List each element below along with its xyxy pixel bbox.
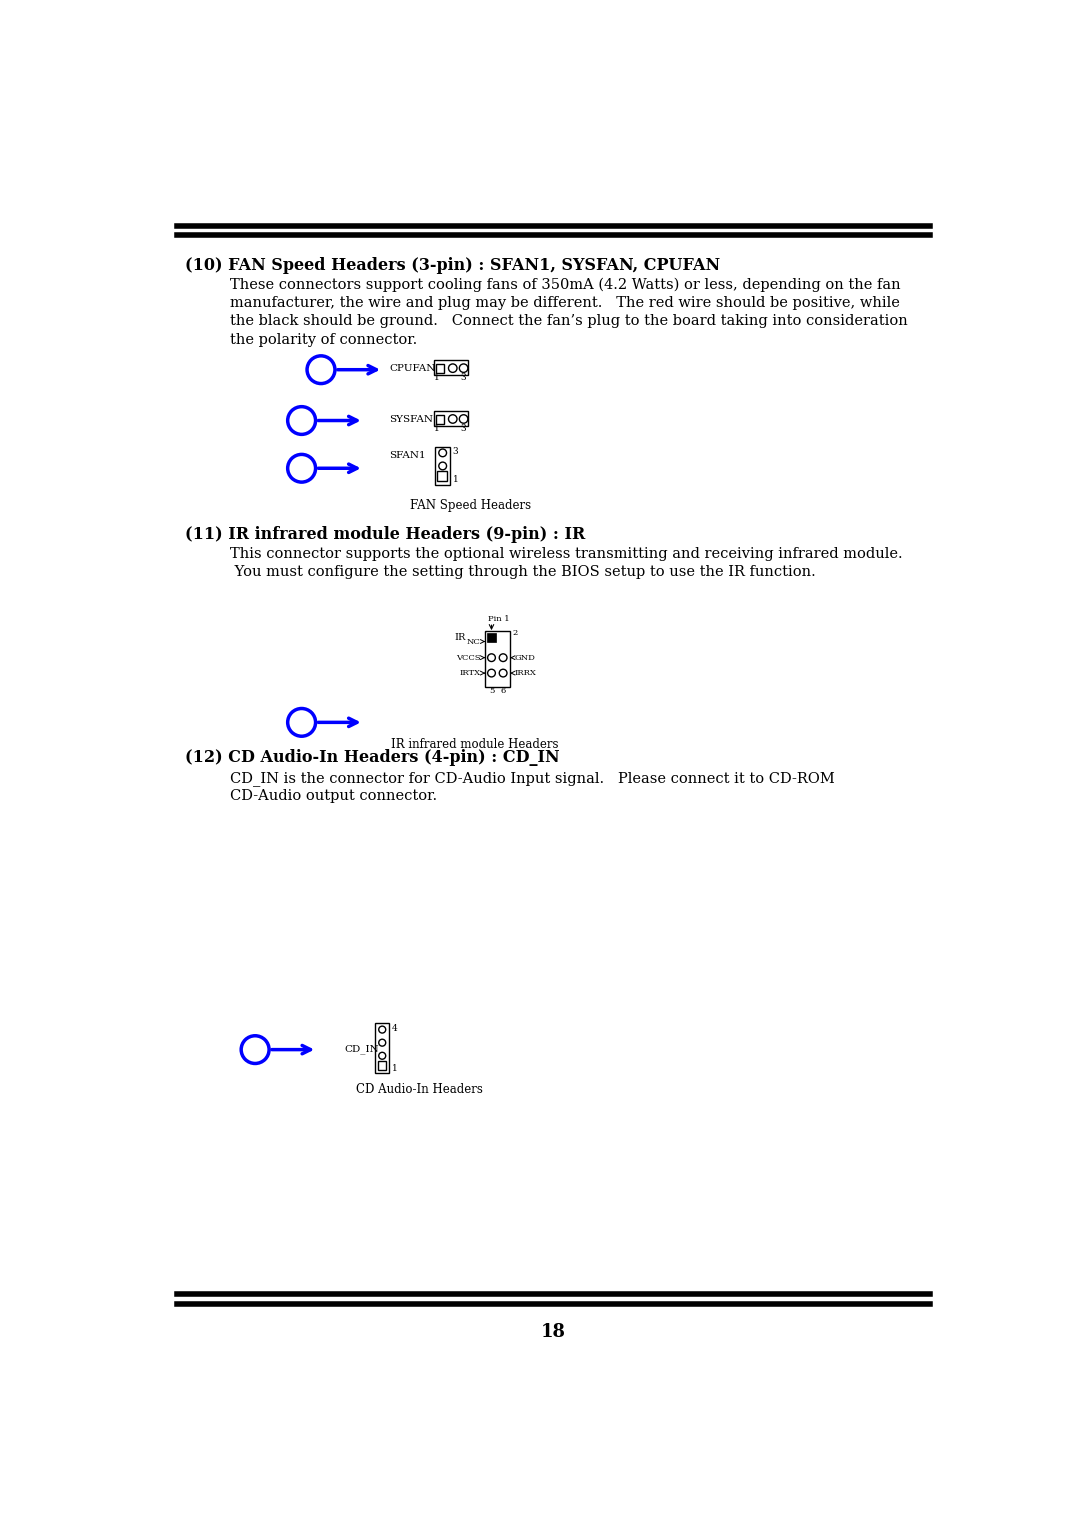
Text: CD_IN is the connector for CD-Audio Input signal.   Please connect it to CD-ROM: CD_IN is the connector for CD-Audio Inpu… (230, 770, 834, 785)
Bar (434, 411, 469, 426)
Bar (437, 471, 446, 481)
Text: NC: NC (467, 637, 481, 645)
Text: These connectors support cooling fans of 350mA (4.2 Watts) or less, depending on: These connectors support cooling fans of… (230, 277, 900, 292)
Text: FAN Speed Headers: FAN Speed Headers (410, 500, 531, 512)
Text: the polarity of connector.: the polarity of connector. (230, 333, 417, 347)
Text: SYSFAN: SYSFAN (389, 416, 433, 425)
Text: 1: 1 (434, 425, 441, 434)
Bar (375, 1022, 389, 1073)
Text: (11) IR infrared module Headers (9-pin) : IR: (11) IR infrared module Headers (9-pin) … (186, 526, 585, 542)
Text: CD Audio-In Headers: CD Audio-In Headers (356, 1083, 483, 1096)
Text: 2: 2 (512, 628, 517, 637)
Text: Pin 1: Pin 1 (488, 614, 510, 623)
Text: CD_IN: CD_IN (345, 1044, 379, 1054)
Text: This connector supports the optional wireless transmitting and receiving infrare: This connector supports the optional wir… (230, 547, 902, 561)
Text: 1: 1 (434, 373, 441, 382)
Text: (12) CD Audio-In Headers (4-pin) : CD_IN: (12) CD Audio-In Headers (4-pin) : CD_IN (186, 749, 561, 767)
Text: CPUFAN: CPUFAN (389, 364, 435, 373)
Text: 3: 3 (461, 373, 467, 382)
Bar (435, 364, 444, 373)
Bar (378, 1060, 387, 1070)
Text: the black should be ground.   Connect the fan’s plug to the board taking into co: the black should be ground. Connect the … (230, 315, 907, 329)
Text: 18: 18 (541, 1323, 566, 1342)
Bar (435, 446, 450, 486)
Bar (487, 633, 496, 642)
Text: 4: 4 (392, 1024, 397, 1033)
Text: IR: IR (455, 633, 465, 642)
Text: CD-Audio output connector.: CD-Audio output connector. (230, 790, 436, 804)
Text: GND: GND (515, 654, 536, 662)
Bar (485, 631, 510, 688)
Text: (10) FAN Speed Headers (3-pin) : SFAN1, SYSFAN, CPUFAN: (10) FAN Speed Headers (3-pin) : SFAN1, … (186, 257, 720, 275)
Text: SFAN1: SFAN1 (389, 451, 426, 460)
Text: 1: 1 (392, 1063, 397, 1073)
Text: VCCS: VCCS (456, 654, 481, 662)
Text: manufacturer, the wire and plug may be different.   The red wire should be posit: manufacturer, the wire and plug may be d… (230, 296, 900, 310)
Bar (434, 359, 469, 374)
Text: 5: 5 (489, 688, 495, 695)
Text: IR infrared module Headers: IR infrared module Headers (391, 738, 558, 750)
Text: IRRX: IRRX (515, 669, 537, 677)
Text: 6: 6 (500, 688, 505, 695)
Text: 3: 3 (461, 425, 467, 434)
Text: You must configure the setting through the BIOS setup to use the IR function.: You must configure the setting through t… (230, 565, 815, 579)
Text: 3: 3 (453, 448, 458, 457)
Text: IRTX: IRTX (459, 669, 481, 677)
Text: 1: 1 (453, 475, 459, 484)
Bar (435, 416, 444, 423)
